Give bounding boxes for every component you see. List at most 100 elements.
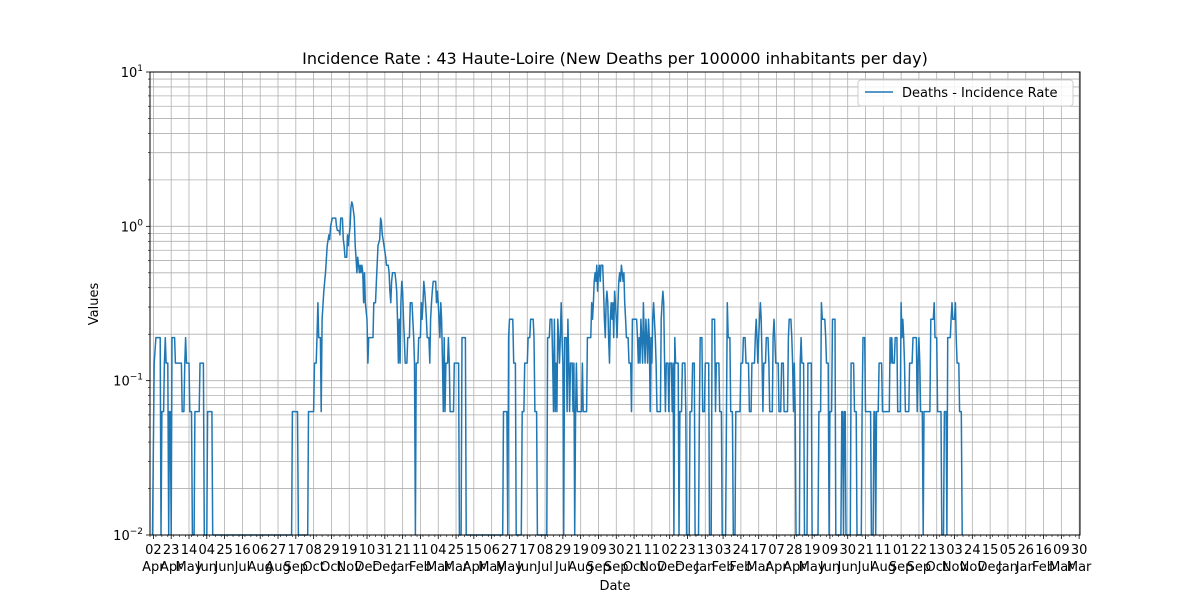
x-tick-month-label: Jul [857,560,874,575]
x-tick-day-label: 30 [1071,543,1088,558]
x-tick-day-label: 16 [234,543,251,558]
x-tick-day-label: 14 [181,543,198,558]
x-tick-month-label: Apr [160,560,183,575]
x-tick-month-label: Jul [536,560,553,575]
y-tick-label: 10−1 [113,373,143,390]
x-tick-day-label: 26 [1017,543,1034,558]
x-tick-day-label: 29 [323,543,340,558]
x-tick-day-label: 17 [750,543,767,558]
x-tick-month-label: Jan [694,560,715,575]
series-line [151,201,963,536]
x-tick-day-label: 19 [341,543,358,558]
x-tick-day-label: 15 [982,543,999,558]
x-tick-day-label: 24 [964,543,981,558]
x-tick-month-label: Dec [675,560,700,575]
x-tick-month-label: Sep [604,560,629,575]
x-tick-day-label: 08 [537,543,554,558]
x-tick-month-label: Jun [819,560,840,575]
x-tick-day-label: 27 [270,543,287,558]
x-tick-month-label: Apr [783,560,806,575]
x-tick-day-label: 02 [145,543,162,558]
y-tick-label: 10−2 [113,527,143,544]
x-tick-day-label: 29 [555,543,572,558]
x-tick-day-label: 09 [1053,543,1070,558]
x-tick-day-label: 21 [626,543,643,558]
x-tick-month-label: Nov [639,560,665,575]
x-tick-day-label: 11 [644,543,661,558]
y-tick-label: 101 [121,64,143,81]
x-tick-month-label: Mar [1067,560,1092,575]
x-tick-month-label: Jun [516,560,537,575]
x-tick-month-label: Sep [889,560,914,575]
x-tick-month-label: Mar [444,560,469,575]
x-tick-day-label: 21 [857,543,874,558]
x-tick-month-label: Feb [409,560,432,575]
x-tick-day-label: 06 [483,543,500,558]
x-tick-month-label: Aug [265,560,290,575]
x-tick-month-label: May [176,560,203,575]
x-tick-month-label: Sep [284,560,309,575]
x-tick-day-label: 25 [216,543,233,558]
x-tick-day-label: 17 [519,543,536,558]
x-tick-month-label: Mar [426,560,451,575]
x-tick-day-label: 09 [822,543,839,558]
x-tick-day-label: 13 [697,543,714,558]
x-tick-month-label: Oct [320,560,342,575]
x-tick-month-label: Aug [568,560,593,575]
x-tick-month-label: May [496,560,523,575]
x-tick-day-label: 02 [661,543,678,558]
x-tick-month-label: Nov [960,560,986,575]
x-tick-month-label: Sep [907,560,932,575]
x-tick-day-label: 15 [466,543,483,558]
x-tick-day-label: 30 [839,543,856,558]
x-tick-month-label: Feb [729,560,752,575]
x-tick-month-label: Jun [213,560,234,575]
x-tick-day-label: 28 [786,543,803,558]
x-tick-day-label: 23 [163,543,180,558]
x-tick-month-label: Oct [925,560,947,575]
series-layer [151,201,963,536]
x-tick-month-label: Nov [942,560,968,575]
x-tick-day-label: 03 [946,543,963,558]
x-tick-month-label: Jan [392,560,413,575]
x-tick-month-label: Jun [837,560,858,575]
legend-box [857,79,1074,107]
x-tick-day-label: 07 [768,543,785,558]
x-tick-day-label: 04 [430,543,447,558]
x-tick-month-label: Jan [1015,560,1036,575]
x-tick-day-label: 11 [412,543,429,558]
x-tick-day-label: 22 [911,543,928,558]
x-tick-month-label: May [799,560,826,575]
x-tick-month-label: Jun [196,560,217,575]
x-tick-month-label: Mar [746,560,771,575]
x-tick-day-label: 21 [394,543,411,558]
x-tick-day-label: 13 [928,543,945,558]
plot-frame [149,71,1081,536]
x-tick-month-label: Dec [372,560,397,575]
x-tick-month-label: Apr [463,560,486,575]
x-tick-month-label: Sep [586,560,611,575]
x-tick-month-label: Feb [712,560,735,575]
x-tick-day-label: 19 [572,543,589,558]
x-tick-day-label: 05 [1000,543,1017,558]
x-tick-day-label: 27 [501,543,518,558]
x-tick-day-label: 23 [679,543,696,558]
x-tick-day-label: 03 [715,543,732,558]
x-tick-month-label: Dec [354,560,379,575]
x-tick-month-label: Feb [1032,560,1055,575]
x-tick-day-label: 11 [875,543,892,558]
x-tick-month-label: Apr [765,560,788,575]
x-tick-month-label: Aug [871,560,896,575]
x-tick-month-label: Jan [997,560,1018,575]
x-tick-month-label: Jul [554,560,571,575]
x-tick-month-label: Mar [1049,560,1074,575]
x-tick-day-label: 09 [590,543,607,558]
x-tick-day-label: 19 [804,543,821,558]
x-tick-month-label: Aug [248,560,273,575]
x-axis: 02Apr23Apr14May04Jun25Jun16Jul06Aug27Aug… [142,535,1092,575]
x-tick-month-label: Nov [337,560,363,575]
x-tick-month-label: Apr [142,560,165,575]
x-tick-day-label: 04 [199,543,216,558]
x-tick-month-label: Jul [234,560,251,575]
